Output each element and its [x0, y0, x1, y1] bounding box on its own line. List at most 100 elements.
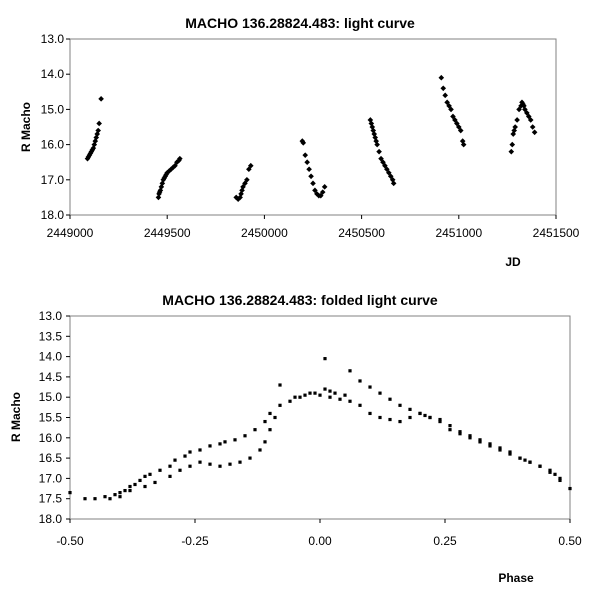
light-curve-data-point: [531, 129, 538, 136]
folded-light-curve-data-point: [388, 397, 392, 401]
folded-light-curve-x-tick-label: 0.50: [558, 534, 582, 548]
folded-light-curve-y-axis-label: R Macho: [9, 392, 23, 442]
folded-light-curve-chart: MACHO 136.28824.483: folded light curve …: [9, 292, 582, 585]
light-curve-data-point: [300, 140, 307, 146]
folded-light-curve-data-point: [528, 460, 532, 464]
light-curve-data-point: [233, 194, 240, 201]
folded-light-curve-data-point: [358, 403, 362, 407]
folded-light-curve-data-point: [448, 428, 452, 432]
folded-light-curve-data-point: [138, 478, 142, 483]
folded-light-curve-data-point: [208, 462, 212, 466]
light-curve-data-point: [174, 159, 180, 165]
light-curve-data-point: [454, 120, 460, 127]
folded-light-curve-data-point: [293, 395, 297, 399]
folded-light-curve-data-point: [143, 484, 147, 489]
folded-light-curve-y-tick-label: 18.0: [39, 512, 63, 526]
folded-light-curve-data-point: [188, 450, 192, 454]
folded-light-curve-y-tick-label: 13.5: [39, 329, 63, 343]
folded-light-curve-data-point: [438, 417, 442, 422]
light-curve-y-tick-label: 14.0: [41, 67, 65, 81]
folded-light-curve-data-point: [398, 403, 402, 407]
light-curve-x-tick-label: 2449500: [144, 226, 191, 240]
folded-light-curve-data-point: [488, 444, 492, 448]
folded-light-curve-data-point: [568, 486, 572, 491]
folded-light-curve-data-point: [183, 454, 187, 458]
folded-light-curve-data-point: [323, 387, 327, 391]
light-curve-plot-area: [69, 38, 557, 216]
folded-light-curve-data-point: [438, 419, 442, 424]
folded-light-curve-y-tick-label: 14.5: [39, 370, 63, 384]
light-curve-data-point: [522, 106, 528, 113]
light-curve-x-tick-label: 2450500: [338, 226, 385, 240]
light-curve-data-point: [374, 141, 380, 148]
folded-light-curve-data-point: [323, 357, 327, 361]
light-curve-data-point: [306, 166, 312, 173]
folded-light-curve-data-point: [118, 495, 122, 499]
light-curve-data-point: [378, 155, 384, 162]
light-curve-data-point: [390, 180, 397, 187]
light-curve-data-point: [302, 152, 309, 158]
folded-light-curve-data-point: [278, 403, 282, 407]
folded-light-curve-data-point: [148, 472, 152, 476]
light-curve-data-point: [239, 187, 245, 194]
light-curve-data-point: [371, 131, 378, 137]
folded-light-curve-data-point: [448, 424, 452, 428]
folded-light-curve-data-point: [133, 482, 137, 487]
folded-light-curve-data-point: [143, 474, 147, 478]
light-curve-data-point: [450, 113, 456, 120]
light-curve-data-point: [92, 138, 99, 144]
light-curve-data-point: [91, 141, 98, 148]
folded-light-curve-data-point: [198, 460, 202, 464]
folded-light-curve-data-point: [538, 464, 542, 468]
folded-light-curve-y-tick-label: 15.0: [39, 390, 63, 404]
light-curve-data-point: [312, 187, 318, 194]
light-curve-data-point: [370, 127, 377, 134]
folded-light-curve-data-point: [478, 440, 482, 444]
folded-light-curve-data-point: [128, 484, 132, 489]
folded-light-curve-data-point: [508, 452, 512, 456]
light-curve-data-point: [244, 177, 250, 183]
light-curve-data-point: [96, 120, 102, 127]
folded-light-curve-data-point: [498, 448, 502, 452]
folded-light-curve-data-point: [268, 428, 272, 432]
folded-light-curve-data-point: [388, 417, 392, 422]
folded-light-curve-x-axis: -0.50 -0.25 0.00 0.25 0.50: [56, 519, 582, 548]
light-curve-data-point: [512, 124, 518, 130]
folded-light-curve-data-point: [468, 436, 472, 440]
folded-light-curve-data-point: [458, 430, 462, 434]
folded-light-curve-data-point: [168, 474, 172, 478]
folded-light-curve-data-point: [313, 391, 317, 395]
light-curve-data-point: [446, 103, 452, 109]
light-curve-data-point: [440, 85, 447, 92]
folded-light-curve-y-tick-label: 14.0: [39, 350, 63, 364]
folded-light-curve-data-point: [478, 438, 482, 442]
light-curve-x-tick-label: 2451500: [533, 226, 580, 240]
light-curve-data-point: [376, 148, 382, 155]
folded-light-curve-data-point: [273, 415, 277, 420]
folded-light-curve-data-point: [178, 468, 182, 472]
light-curve-x-axis: 2449000 2449500 2450000 2450500 2451000 24515…: [47, 215, 580, 240]
light-curve-data-point: [367, 117, 374, 123]
light-curve-data-point: [456, 124, 462, 130]
light-curve-data-point: [508, 148, 515, 155]
light-curve-x-tick-label: 2450000: [241, 226, 288, 240]
light-curve-data-point: [98, 96, 104, 102]
light-curve-data-point: [373, 138, 379, 144]
folded-light-curve-data-point: [123, 488, 127, 493]
folded-light-curve-data-point: [263, 419, 267, 424]
folded-light-curve-x-axis-label: Phase: [498, 571, 534, 585]
folded-light-curve-data-point: [83, 497, 87, 501]
folded-light-curve-data-point: [218, 442, 222, 446]
light-curve-data-point: [247, 162, 254, 169]
light-curve-data-point: [321, 184, 328, 190]
folded-light-curve-data-point: [548, 470, 552, 474]
light-curve-y-tick-label: 16.0: [41, 138, 65, 152]
folded-light-curve-data-point: [333, 391, 337, 395]
light-curve-data-point: [452, 117, 458, 123]
light-curve-x-axis-label: JD: [505, 255, 521, 269]
folded-light-curve-data-point: [548, 468, 552, 472]
folded-light-curve-data-point: [228, 462, 232, 466]
folded-light-curve-y-axis: 13.0 13.5 14.0 14.5 15.0 15.5 16.0 16.5 17.0 17.5…: [39, 309, 70, 526]
light-curve-title: MACHO 136.28824.483: light curve: [185, 15, 415, 31]
folded-light-curve-x-tick-label: 0.00: [308, 534, 332, 548]
